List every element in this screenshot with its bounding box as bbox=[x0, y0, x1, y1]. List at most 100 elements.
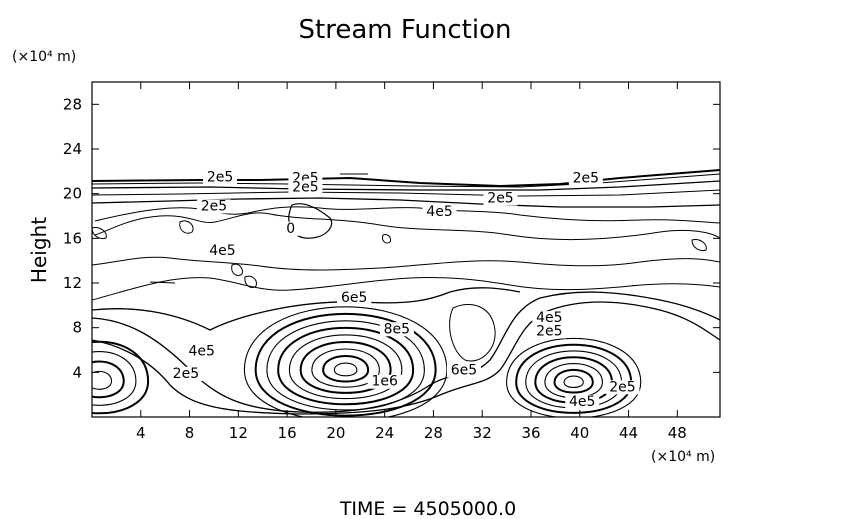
contour-label: 1e6 bbox=[371, 374, 398, 390]
vortex-contour bbox=[333, 362, 358, 377]
x-tick-label: 40 bbox=[570, 424, 589, 442]
y-axis-ticks: 4 8 12 16 20 24 28 bbox=[63, 95, 720, 381]
contour-blob bbox=[231, 263, 243, 277]
x-tick-label: 24 bbox=[375, 424, 394, 442]
vortex-contour bbox=[506, 337, 642, 417]
contour-label-bg bbox=[532, 311, 567, 326]
x-tick-label: 44 bbox=[619, 424, 638, 442]
x-tick-label: 16 bbox=[278, 424, 297, 442]
contour-line bbox=[91, 189, 721, 197]
contour-label: 6e5 bbox=[341, 290, 367, 306]
contour-label: 2e5 bbox=[173, 366, 199, 382]
contour-label-bg bbox=[483, 191, 518, 206]
contour-line bbox=[94, 212, 721, 241]
contour-blob bbox=[244, 275, 257, 289]
contour-blob bbox=[179, 220, 194, 234]
x-unit-label: (×10⁴ m) bbox=[651, 449, 715, 465]
vortex-contour bbox=[92, 360, 125, 399]
x-tick-label: 32 bbox=[473, 424, 492, 442]
contour-label-bg bbox=[367, 374, 402, 389]
x-tick-label: 20 bbox=[326, 424, 345, 442]
contour-label-bg bbox=[203, 170, 238, 185]
contour-label: 4e5 bbox=[209, 243, 235, 259]
contour-label-bg bbox=[168, 366, 203, 381]
contour-label: 8e5 bbox=[384, 321, 410, 337]
vortex-contour bbox=[266, 320, 425, 411]
contour-label-bg bbox=[422, 205, 457, 219]
contour-blob bbox=[691, 239, 707, 251]
vortex-contour bbox=[322, 355, 370, 383]
x-tick-label: 4 bbox=[136, 424, 146, 442]
contour-label: 4e5 bbox=[536, 310, 562, 326]
contour-label-bg bbox=[205, 244, 240, 259]
contour-line bbox=[92, 287, 521, 331]
contour-label-bg bbox=[565, 394, 600, 409]
vortex-contour bbox=[553, 368, 594, 394]
y-tick-label: 12 bbox=[63, 274, 82, 292]
y-tick-label: 4 bbox=[72, 363, 82, 381]
contour-label: 2e5 bbox=[609, 379, 635, 395]
contour-label: 4e5 bbox=[189, 344, 215, 360]
y-axis-label: Height bbox=[27, 217, 51, 283]
contour-label-bg bbox=[605, 380, 640, 395]
contour-line bbox=[94, 206, 721, 224]
vortex-contour bbox=[299, 341, 392, 394]
contour-label-bg bbox=[532, 324, 567, 339]
contour-blob bbox=[449, 304, 496, 362]
contour-blob bbox=[149, 281, 176, 284]
contour-line bbox=[91, 276, 721, 301]
contour-line bbox=[91, 197, 721, 208]
contour-label-bg bbox=[184, 344, 219, 359]
contour-label-bg bbox=[446, 363, 481, 378]
time-footer: TIME = 4505000.0 bbox=[339, 498, 516, 519]
vortex-contour bbox=[92, 370, 113, 390]
vortex-contour bbox=[243, 306, 448, 417]
vortex-contour bbox=[311, 348, 380, 388]
contour-line bbox=[91, 256, 721, 271]
y-tick-label: 8 bbox=[72, 319, 82, 337]
chart-title: Stream Function bbox=[299, 15, 512, 45]
vortex-contours bbox=[92, 287, 720, 417]
contour-label-bg bbox=[196, 199, 231, 214]
contour-line bbox=[92, 301, 720, 415]
contour-blob bbox=[382, 234, 391, 244]
x-tick-label: 12 bbox=[229, 424, 248, 442]
y-tick-label: 24 bbox=[63, 140, 82, 158]
x-axis-ticks: 4 8 12 16 20 24 28 32 36 40 44 48 bbox=[136, 82, 687, 442]
contour-label: 2e5 bbox=[207, 169, 233, 185]
contour-label: 2e5 bbox=[201, 198, 227, 214]
contour-label: 4e5 bbox=[569, 394, 595, 410]
x-tick-label: 36 bbox=[521, 424, 540, 442]
contour-label: 2e5 bbox=[573, 171, 599, 187]
contour-label-bg bbox=[337, 290, 372, 305]
vortex-contour bbox=[563, 375, 584, 389]
vortex-contour bbox=[92, 340, 150, 415]
contour-label: 2e5 bbox=[536, 323, 562, 339]
vortex-contour bbox=[288, 334, 403, 400]
contour-label-bg bbox=[379, 322, 414, 337]
vortex-contour bbox=[544, 363, 603, 399]
y-tick-label: 16 bbox=[63, 229, 82, 247]
contour-label: 2e5 bbox=[292, 179, 318, 195]
x-tick-label: 8 bbox=[185, 424, 195, 442]
contour-line bbox=[91, 180, 721, 191]
contour-label-bg bbox=[288, 180, 323, 195]
contour-label: 0 bbox=[286, 221, 295, 237]
vortex-contour bbox=[277, 326, 415, 406]
y-tick-label: 20 bbox=[63, 185, 82, 203]
contour-label-bg bbox=[568, 171, 603, 186]
vortex-contour bbox=[254, 312, 437, 417]
y-unit-label: (×10⁴ m) bbox=[12, 49, 76, 65]
x-tick-label: 28 bbox=[424, 424, 443, 442]
x-tick-label: 48 bbox=[668, 424, 687, 442]
contour-blob bbox=[91, 227, 107, 239]
plot-frame bbox=[91, 81, 721, 418]
contour-label: 4e5 bbox=[426, 204, 452, 220]
contour-label: 2e5 bbox=[487, 191, 513, 207]
contour-label: 6e5 bbox=[451, 363, 477, 379]
vortex-contour bbox=[92, 351, 137, 406]
y-tick-label: 28 bbox=[63, 95, 82, 113]
